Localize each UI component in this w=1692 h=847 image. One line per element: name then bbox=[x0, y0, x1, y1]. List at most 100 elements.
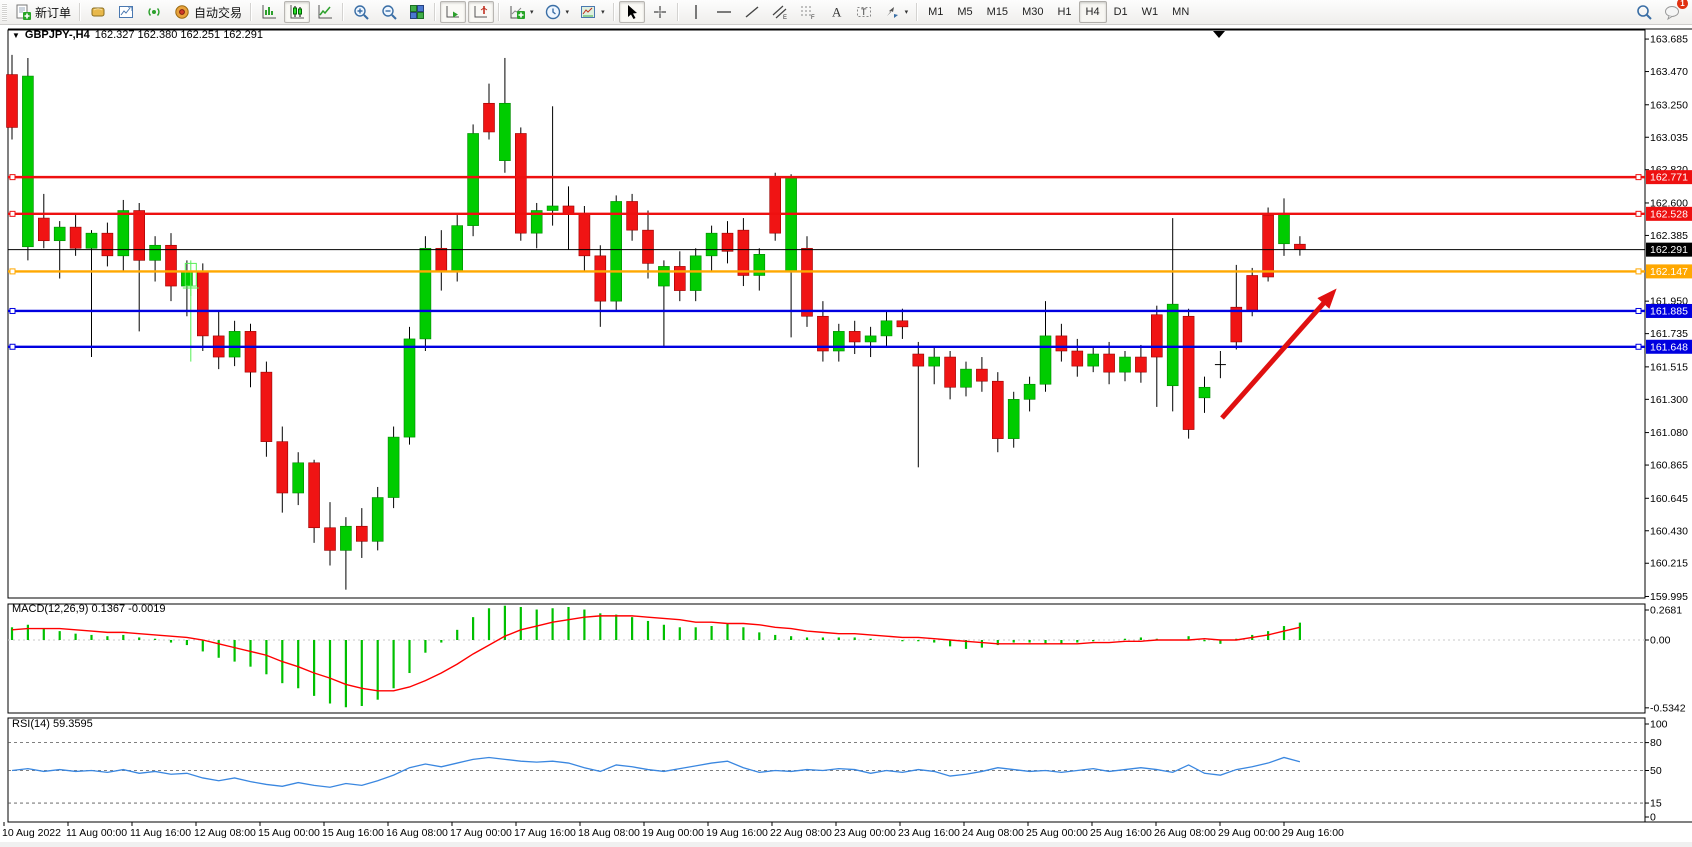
rsi-line bbox=[11, 756, 1301, 788]
chart-title: ▼ GBPJPY-,H4 162.327 162.380 162.251 162… bbox=[12, 29, 263, 41]
price-tick-label: 163.470 bbox=[1650, 66, 1688, 78]
svg-text:162.771: 162.771 bbox=[1650, 172, 1688, 184]
level-line[interactable]: 162.528 bbox=[8, 206, 1692, 221]
search-icon bbox=[1635, 3, 1653, 21]
price-tick-label: 162.385 bbox=[1650, 230, 1688, 242]
macd-axis: 0.2681 0.00 -0.5342 bbox=[8, 605, 1686, 714]
dropdown-caret-icon[interactable]: ▾ bbox=[530, 9, 534, 16]
toolbar-separator bbox=[916, 3, 919, 21]
line-chart-button[interactable] bbox=[312, 1, 338, 23]
auto-scroll-button[interactable] bbox=[440, 1, 467, 23]
level-line[interactable]: 162.147 bbox=[8, 264, 1692, 279]
time-tick-label: 11 Aug 16:00 bbox=[130, 827, 191, 839]
templates-button[interactable]: ▾ bbox=[575, 1, 609, 23]
chart-candles-icon bbox=[288, 3, 306, 21]
timeframe-m5-button[interactable]: M5 bbox=[957, 6, 973, 18]
chat-icon bbox=[1663, 3, 1681, 21]
new-order-button[interactable]: 新订单 bbox=[10, 1, 75, 23]
quotes-button[interactable] bbox=[85, 1, 111, 23]
time-tick-label: 11 Aug 00:00 bbox=[66, 827, 127, 839]
zoom-in-icon bbox=[352, 3, 370, 21]
timeframe-h1-button[interactable]: H1 bbox=[1057, 6, 1072, 18]
svg-text:161.885: 161.885 bbox=[1650, 305, 1688, 317]
time-tick-label: 10 Aug 2022 bbox=[2, 827, 61, 839]
current-price-tag bbox=[1646, 242, 1692, 257]
charts-window-button[interactable] bbox=[113, 1, 139, 23]
toolbar-separator bbox=[342, 3, 345, 21]
text-label-icon: T bbox=[855, 3, 873, 21]
bar-chart-button[interactable] bbox=[256, 1, 282, 23]
timeframe-mn-button[interactable]: MN bbox=[1172, 6, 1190, 18]
chart-window[interactable]: 163.685163.470163.250163.035162.820162.6… bbox=[0, 25, 1692, 847]
zoom-in-button[interactable] bbox=[348, 1, 374, 23]
level-line[interactable]: 162.771 bbox=[8, 170, 1692, 185]
svg-text:0: 0 bbox=[1650, 812, 1656, 824]
price-axis[interactable]: 163.685163.470163.250163.035162.820162.6… bbox=[1645, 34, 1688, 603]
level-price-tag bbox=[1646, 206, 1692, 221]
toolbar-separator bbox=[434, 3, 437, 21]
trend-arrow-annotation[interactable] bbox=[1220, 288, 1337, 420]
fibonacci-button[interactable]: F bbox=[795, 1, 821, 23]
chart-canvas[interactable]: 163.685163.470163.250163.035162.820162.6… bbox=[0, 25, 1692, 847]
symbol-period-label: GBPJPY-,H4 bbox=[24, 29, 90, 41]
window-bottom-edge bbox=[0, 842, 1692, 847]
templates-icon bbox=[579, 3, 597, 21]
time-tick-label: 22 Aug 08:00 bbox=[770, 827, 832, 839]
search-button[interactable] bbox=[1631, 1, 1657, 23]
dropdown-caret-icon[interactable]: ▾ bbox=[904, 9, 909, 16]
trendline-button[interactable] bbox=[739, 1, 765, 23]
equidistant-channel-button[interactable]: E bbox=[767, 1, 793, 23]
tile-windows-button[interactable] bbox=[404, 1, 430, 23]
price-tick-label: 163.250 bbox=[1650, 99, 1688, 111]
chart-bars-icon bbox=[260, 3, 278, 21]
price-tick-label: 161.080 bbox=[1650, 427, 1688, 439]
periods-button[interactable]: ▾ bbox=[540, 1, 574, 23]
v-line-icon bbox=[687, 3, 705, 21]
svg-text:0.2681: 0.2681 bbox=[1650, 605, 1682, 617]
time-tick-label: 29 Aug 16:00 bbox=[1282, 827, 1344, 839]
dropdown-caret-icon[interactable]: ▾ bbox=[565, 9, 570, 16]
add-indicator-button[interactable]: ▾ bbox=[504, 1, 538, 23]
text-button[interactable]: A bbox=[823, 1, 849, 23]
zoom-out-button[interactable] bbox=[376, 1, 402, 23]
chart-shift-button[interactable] bbox=[468, 1, 495, 23]
time-tick-label: 23 Aug 00:00 bbox=[834, 827, 896, 839]
timeframe-h4-button[interactable]: H4 bbox=[1078, 1, 1107, 23]
svg-text:E: E bbox=[783, 15, 787, 21]
text-label-button[interactable]: T bbox=[851, 1, 877, 23]
svg-text:50: 50 bbox=[1650, 765, 1662, 777]
timeframe-m30-button[interactable]: M30 bbox=[1022, 6, 1044, 18]
candlestick-chart-button[interactable] bbox=[284, 1, 311, 23]
autotrade-button[interactable]: 自动交易 bbox=[169, 1, 246, 23]
pane-border bbox=[7, 29, 1646, 599]
ohlc-values: 162.327 162.380 162.251 162.291 bbox=[94, 29, 263, 41]
symbol-dropdown-icon[interactable]: ▼ bbox=[12, 30, 20, 40]
autotrade-button-label: 自动交易 bbox=[194, 5, 243, 20]
time-axis[interactable]: 10 Aug 2022 11 Aug 00:00 11 Aug 16:00 12 Au… bbox=[2, 822, 1344, 839]
level-line[interactable]: 161.648 bbox=[8, 339, 1692, 354]
svg-text:0.00: 0.00 bbox=[1650, 635, 1671, 647]
macd-histogram bbox=[10, 605, 1302, 708]
arrows-button[interactable]: ▾ bbox=[879, 1, 913, 23]
crosshair-button[interactable] bbox=[647, 1, 673, 23]
toolbar-separator bbox=[79, 3, 82, 21]
new-order-icon bbox=[14, 3, 32, 21]
price-tick-label: 161.300 bbox=[1650, 394, 1688, 406]
vertical-line-button[interactable] bbox=[683, 1, 709, 23]
horizontal-line-button[interactable] bbox=[711, 1, 737, 23]
timeframe-w1-button[interactable]: W1 bbox=[1141, 6, 1159, 18]
notifications-button[interactable]: 1 bbox=[1659, 0, 1688, 23]
timeframe-m15-button[interactable]: M15 bbox=[986, 6, 1009, 18]
dropdown-caret-icon[interactable]: ▾ bbox=[601, 9, 605, 16]
crosshair-icon bbox=[651, 3, 669, 21]
autotrade-icon bbox=[173, 3, 191, 21]
chart-shift-marker[interactable] bbox=[1213, 31, 1225, 38]
timeframe-m1-button[interactable]: M1 bbox=[928, 6, 944, 18]
timeframe-d1-button[interactable]: D1 bbox=[1113, 6, 1128, 18]
signals-button[interactable] bbox=[141, 1, 167, 23]
level-line[interactable]: 161.885 bbox=[8, 303, 1692, 318]
level-price-tag bbox=[1646, 339, 1692, 354]
time-tick-label: 25 Aug 00:00 bbox=[1026, 827, 1088, 839]
cursor-button[interactable] bbox=[618, 1, 645, 23]
time-tick-label: 24 Aug 08:00 bbox=[962, 827, 1024, 839]
